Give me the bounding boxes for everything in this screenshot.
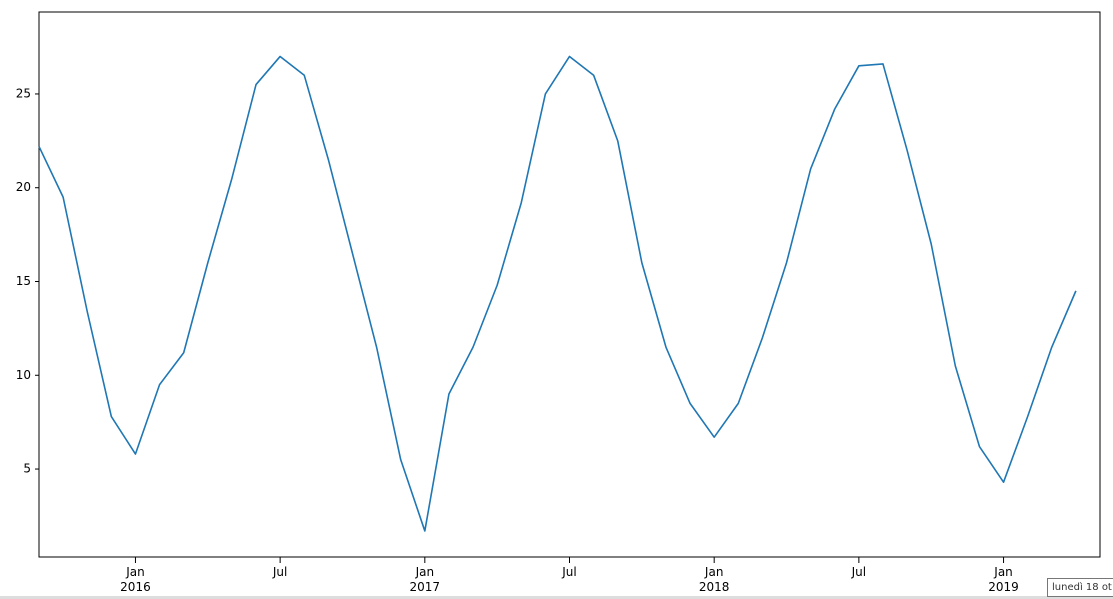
y-tick-label: 15 [16,274,31,288]
x-tick-label: Jul [851,565,867,579]
x-tick-label: Jan 2017 [409,565,441,594]
line [38,55,1077,532]
y-tick-label: 25 [16,86,31,100]
x-tick-label: Jul [272,565,288,579]
x-tick-label: Jan 2016 [120,565,151,594]
plot-frame [38,11,1101,558]
tooltip: lunedì 18 ot [1047,578,1113,597]
y-tick-label: 10 [16,368,31,382]
y-tick-label: 5 [23,462,31,476]
x-tick-label: Jan 2019 [988,565,1019,594]
y-tick-label: 20 [16,180,31,194]
x-tick-label: Jan 2018 [698,565,730,594]
scrollbar[interactable] [0,596,1113,599]
x-tick-label: Jul [562,565,577,579]
